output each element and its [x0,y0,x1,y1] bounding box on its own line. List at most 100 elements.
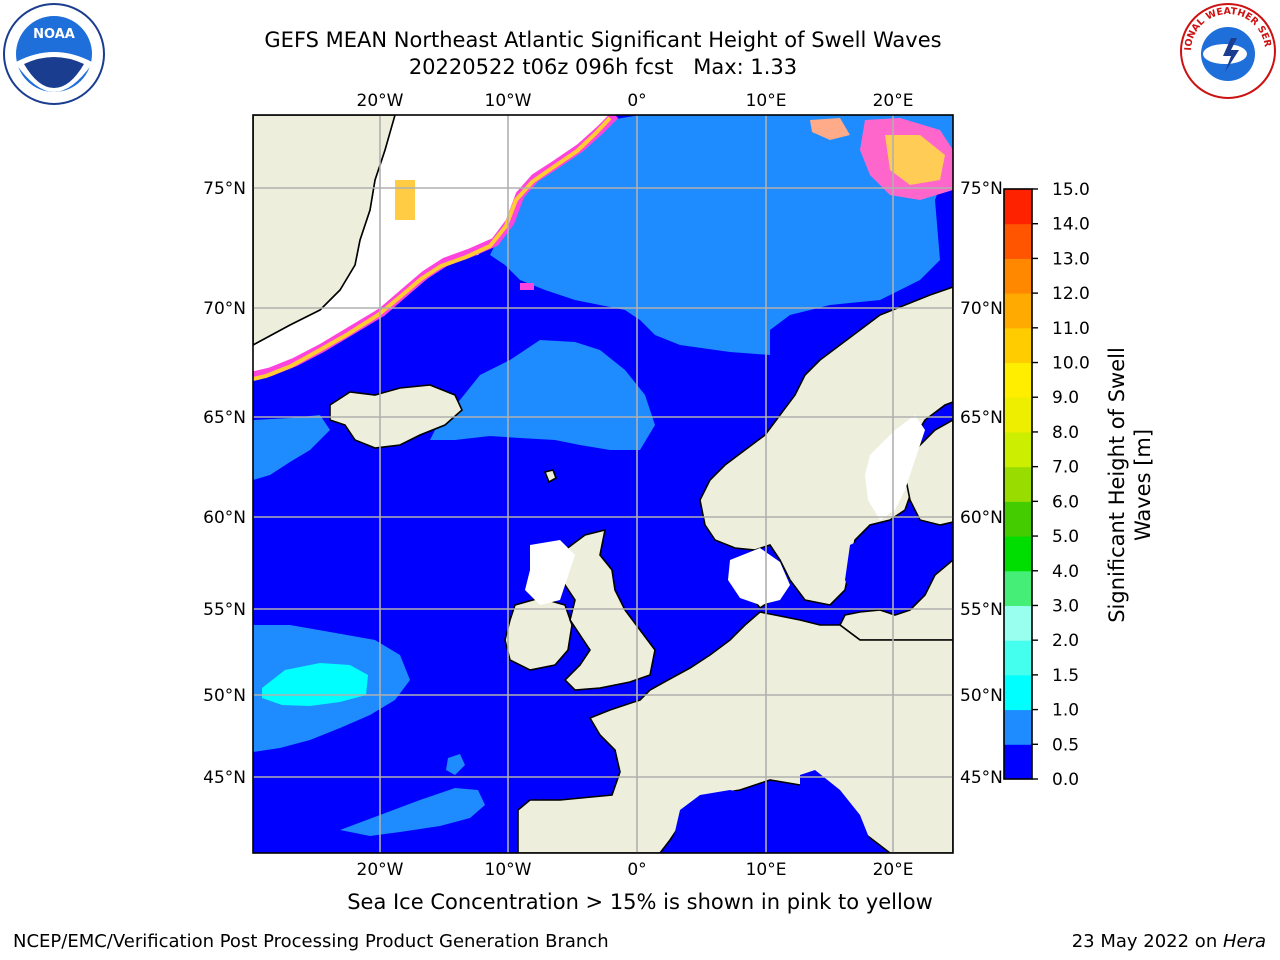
lon-label-top: 10°E [746,91,787,111]
gridlines [253,115,953,853]
lon-label-top: 20°E [873,91,914,111]
colorbar-level-label: 5.0 [1052,527,1079,547]
colorbar-segment [1004,327,1032,364]
chart-title: GEFS MEAN Northeast Atlantic Significant… [264,28,942,52]
mediterranean-sea [670,790,830,853]
swell-zone-northeast [490,115,953,355]
colorbar-level-label: 0.5 [1052,735,1079,755]
lat-label-right: 45°N [960,768,1003,788]
swell-zone-iceland-west [253,415,330,480]
gulf-of-bothnia-white [865,415,925,520]
swell-zone-small-south [446,754,465,775]
lat-label-right: 65°N [960,408,1003,428]
colorbar-segment [1004,605,1032,641]
europe-land [517,611,953,853]
lat-label-right: 70°N [960,299,1003,319]
colorbar-level-label: 14.0 [1052,215,1090,235]
colorbar-title-line1: Significant Height of Swell [1105,347,1129,623]
greenland-land [253,115,396,346]
swell-zone-atlantic-south [340,788,485,836]
colorbar-level-label: 12.0 [1052,284,1090,304]
colorbar [1003,188,1033,780]
faroe-islands [543,469,557,484]
lat-label-left: 50°N [203,686,246,706]
colorbar-segment [1004,431,1032,468]
colorbar-segment [1004,674,1032,711]
colorbar-level-label: 2.0 [1052,631,1079,651]
colorbar-segment [1004,640,1032,676]
colorbar-level-label: 3.0 [1052,596,1079,616]
colorbar-segment [1004,258,1032,294]
lon-label-bottom: 10°E [746,860,787,880]
finland-land [904,419,953,526]
colorbar-segment [1004,466,1032,502]
colorbar-segment [1004,397,1032,433]
lat-label-left: 45°N [203,768,246,788]
colorbar-level-label: 7.0 [1052,458,1079,478]
sea-ice-edge-inner [253,116,612,381]
footer-date-text: 23 May 2022 on [1071,931,1223,952]
colorbar-segment [1004,189,1032,225]
lon-label-bottom: 10°W [485,860,532,880]
colorbar-level-label: 1.5 [1052,666,1079,686]
lat-label-left: 60°N [203,508,246,528]
sea-ice-patch-greenland [395,180,415,220]
lat-label-right: 50°N [960,686,1003,706]
colorbar-segment [1004,362,1032,398]
sea-ice-patch-east [810,118,850,140]
swell-zone-norwegian-sea [430,340,655,450]
footer-date: 23 May 2022 on Hera [1072,931,1266,952]
colorbar-segment [1004,744,1032,780]
colorbar-level-label: 6.0 [1052,492,1079,512]
colorbar-level-label: 15.0 [1052,180,1090,200]
colorbar-segment [1004,709,1032,745]
lon-label-top: 10°W [485,91,532,111]
lat-label-right: 55°N [960,600,1003,620]
dots-greenland [520,283,534,290]
colorbar-level-label: 4.0 [1052,562,1079,582]
noaa-logo: NOAA [3,3,105,105]
noaa-logo-text: NOAA [33,27,75,42]
colorbar-level-label: 1.0 [1052,701,1079,721]
lat-label-left: 70°N [203,299,246,319]
sea-ice-svalbard-yellow [885,135,945,185]
lon-label-top: 20°W [357,91,404,111]
colorbar-segment [1004,501,1032,537]
sea-ice-footnote: Sea Ice Concentration > 15% is shown in … [347,890,933,914]
great-britain-land [559,528,656,691]
footer-host: Hera [1222,931,1266,952]
colorbar-level-label: 13.0 [1052,249,1090,269]
lat-label-left: 55°N [203,600,246,620]
footer-credit: NCEP/EMC/Verification Post Processing Pr… [13,931,609,952]
colorbar-level-label: 10.0 [1052,354,1090,374]
irish-sea-white-patch [525,540,575,605]
colorbar-segment [1004,293,1032,329]
colorbar-level-label: 8.0 [1052,423,1079,443]
colorbar-level-label: 11.0 [1052,319,1090,339]
lon-label-bottom: 0° [627,860,646,880]
lon-label-top: 0° [627,91,646,111]
adriatic-sea [800,770,870,845]
lon-label-bottom: 20°E [873,860,914,880]
lat-label-right: 75°N [960,179,1003,199]
map-area [253,115,953,853]
colorbar-labels: 0.0 0.5 1.0 1.5 2.0 3.0 4.0 5.0 6.0 7.0 8.0 9.0 10.0… [1032,180,1090,790]
ireland-land [504,597,573,671]
nws-logo: NATIONAL WEATHER SERVICE [1179,2,1276,99]
lat-label-left: 75°N [203,179,246,199]
lon-label-bottom: 20°W [357,860,404,880]
colorbar-title-line2: Waves [m] [1131,429,1155,541]
map-frame [252,114,954,854]
colorbar-level-label: 9.0 [1052,388,1079,408]
north-sea-white-patch [728,548,790,605]
lat-label-left: 65°N [203,408,246,428]
colorbar-frame [1003,188,1033,780]
baltic-sea [845,528,935,605]
lat-label-right: 60°N [960,508,1003,528]
colorbar-segment [1004,570,1032,606]
colorbar-level-label: 0.0 [1052,770,1079,790]
chart-subtitle: 20220522 t06z 096h fcst Max: 1.33 [408,55,798,79]
colorbar-segment [1004,536,1032,572]
colorbar-segment [1004,223,1032,259]
